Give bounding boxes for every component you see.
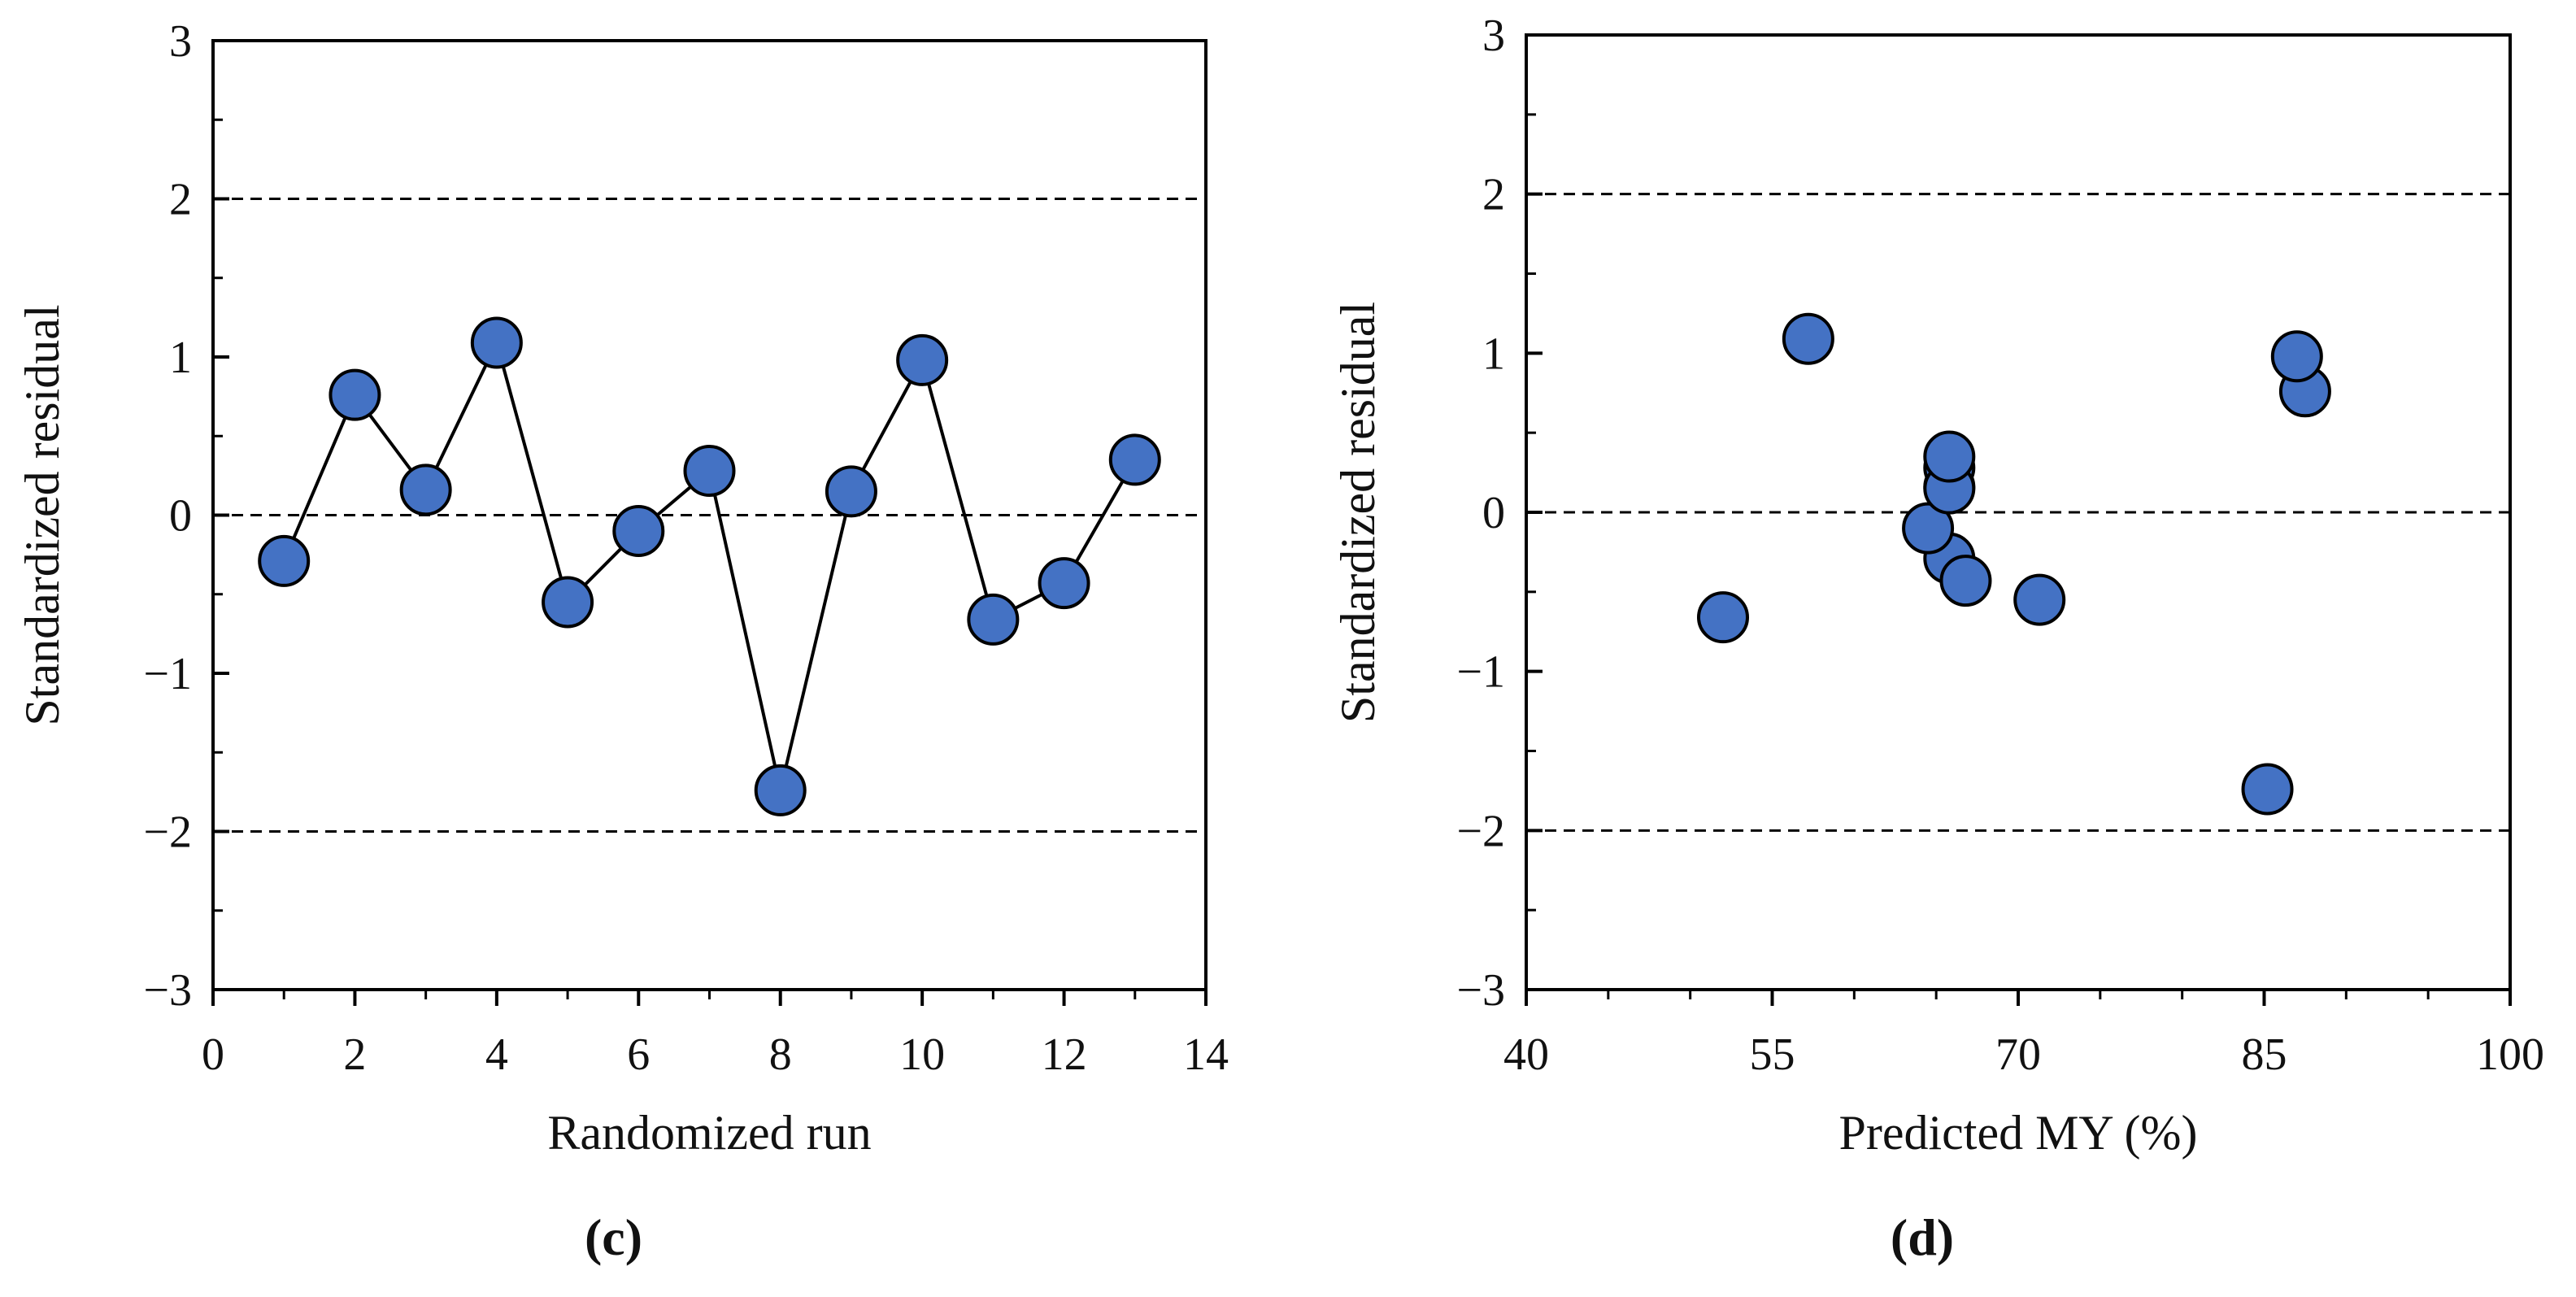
x-tick-label: 6	[627, 1029, 650, 1080]
data-point	[1902, 502, 1955, 555]
data-point	[896, 333, 949, 386]
x-tick-label: 4	[485, 1029, 508, 1080]
data-point	[470, 316, 523, 369]
y-tick-label: 1	[1482, 329, 1505, 379]
data-point	[2241, 763, 2294, 816]
data-point	[754, 764, 807, 816]
panel-label: (d)	[1891, 1208, 1954, 1266]
y-tick-label: 0	[169, 491, 192, 542]
data-point	[1108, 433, 1161, 486]
y-tick-label: 1	[169, 333, 192, 383]
data-point	[825, 465, 877, 518]
x-tick-label: 40	[1503, 1029, 1549, 1080]
data-point	[1038, 557, 1090, 610]
data-point	[2013, 573, 2066, 626]
y-tick-label: 3	[169, 16, 192, 67]
data-point	[542, 576, 594, 629]
panel-d: −3 −2 −1 0 1 2 3 40 55 70 85 100 Predicted MY (%) Sta…	[1331, 11, 2544, 1266]
data-point	[967, 593, 1020, 646]
x-tick-label: 70	[1995, 1029, 2041, 1080]
x-tick-label: 100	[2476, 1029, 2544, 1080]
data-point	[329, 368, 381, 421]
data-point	[2270, 330, 2323, 383]
x-tick-label: 0	[202, 1029, 224, 1080]
y-axis-title: Standardized residual	[1331, 302, 1385, 723]
data-point	[683, 445, 736, 498]
y-tick-label: 3	[1482, 11, 1505, 61]
panel-label: (c)	[585, 1208, 642, 1266]
data-point	[399, 464, 452, 516]
data-point	[1939, 555, 1992, 607]
data-point	[612, 504, 665, 557]
y-tick-label: −2	[1456, 806, 1505, 856]
y-tick-label: 0	[1482, 488, 1505, 538]
y-tick-label: −2	[143, 807, 192, 858]
x-tick-label: 12	[1042, 1029, 1087, 1080]
y-tick-label: −3	[1456, 965, 1505, 1016]
data-point	[1697, 591, 1749, 644]
y-tick-label: −1	[1456, 647, 1505, 698]
y-tick-label: −1	[143, 649, 192, 699]
data-point	[1782, 312, 1834, 365]
y-tick-label: 2	[1482, 170, 1505, 220]
x-axis-title: Predicted MY (%)	[1839, 1106, 2198, 1160]
x-axis-title: Randomized run	[547, 1106, 871, 1160]
y-axis-title: Standardized residual	[15, 304, 69, 725]
y-tick-label: 2	[169, 175, 192, 225]
y-tick-label: −3	[143, 965, 192, 1016]
x-tick-label: 10	[899, 1029, 945, 1080]
data-point	[1923, 430, 1976, 483]
data-point	[258, 534, 311, 587]
x-tick-label: 8	[769, 1029, 792, 1080]
x-tick-label: 55	[1750, 1029, 1795, 1080]
x-tick-label: 14	[1183, 1029, 1229, 1080]
x-tick-label: 85	[2242, 1029, 2287, 1080]
series-line	[282, 337, 1137, 791]
x-tick-label: 2	[343, 1029, 366, 1080]
